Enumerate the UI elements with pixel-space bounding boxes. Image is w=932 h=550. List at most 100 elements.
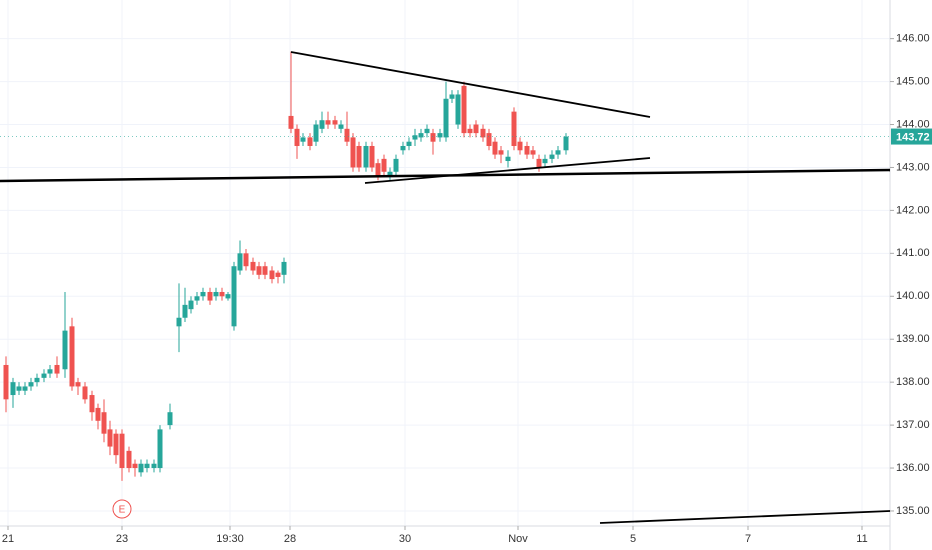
candle-body (375, 163, 381, 177)
candle-body (243, 253, 249, 267)
candle (430, 128, 436, 155)
candle-body (200, 291, 206, 297)
candle (194, 291, 200, 305)
candle-body (524, 145, 530, 155)
candle-body (455, 94, 461, 125)
candle-body (3, 364, 9, 400)
candle-body (82, 386, 88, 400)
candle (300, 133, 306, 146)
candle-body (126, 450, 132, 469)
candle (307, 133, 313, 151)
candle (524, 141, 530, 159)
last-price-box (891, 128, 932, 145)
candle-body (473, 124, 479, 134)
candle-body (89, 395, 95, 413)
candle-body (319, 120, 325, 129)
candle (288, 51, 294, 134)
candle (16, 382, 22, 396)
candle (126, 446, 132, 473)
candle (443, 81, 449, 142)
candle (113, 429, 119, 464)
candle (486, 128, 492, 151)
candle-layer (3, 51, 569, 481)
candle (319, 111, 325, 134)
candle (213, 287, 219, 301)
x-tick-label: 7 (745, 533, 751, 545)
candle (363, 141, 369, 172)
candle-body (16, 386, 22, 391)
drawings (0, 51, 891, 524)
candle-body (325, 120, 331, 125)
y-tick-label: 137.00 (896, 419, 930, 431)
candle (269, 266, 275, 284)
candle-body (113, 433, 119, 456)
candle-body (424, 128, 430, 134)
candle-body (400, 145, 406, 151)
candle-body (332, 120, 338, 125)
candle (256, 261, 262, 280)
candle (107, 420, 113, 456)
candle-body (437, 133, 443, 138)
candle-body (307, 137, 313, 146)
x-tick-label: 23 (116, 533, 128, 545)
candle (387, 167, 393, 181)
candle (530, 145, 536, 159)
candle (3, 356, 9, 413)
candle-body (338, 124, 344, 129)
candle-body (486, 133, 492, 146)
candle (207, 287, 213, 305)
x-tick-label: 19:30 (216, 533, 244, 545)
y-tick-label: 146.00 (896, 33, 930, 45)
candle-body (62, 330, 68, 370)
x-tick-label: 30 (399, 533, 411, 545)
candle-body (157, 429, 163, 469)
candle (381, 154, 387, 177)
candle-body (182, 304, 188, 318)
candle-body (313, 124, 319, 142)
earnings-marker[interactable] (112, 499, 132, 519)
candle (549, 150, 555, 164)
candle-body (250, 261, 256, 271)
candle-body (22, 386, 28, 391)
candle (492, 137, 498, 159)
y-tick-label: 140.00 (896, 290, 930, 302)
candle-body (34, 377, 40, 383)
candle (517, 137, 523, 155)
x-tick-label: 11 (856, 533, 867, 545)
y-tick-label: 141.00 (896, 247, 930, 259)
candle-body (461, 85, 467, 134)
candle-body (443, 98, 449, 138)
candle-body (207, 291, 213, 301)
candle-body (363, 145, 369, 168)
candle-body (369, 145, 375, 168)
x-tick-label: 21 (2, 533, 14, 545)
candle-body (381, 158, 387, 172)
candle (151, 459, 157, 473)
candle (406, 137, 412, 151)
candle (101, 399, 107, 443)
candle-body (188, 300, 194, 310)
candle-body (350, 137, 356, 168)
candle (369, 141, 375, 172)
candle (542, 154, 548, 168)
candle (69, 317, 75, 391)
candle (332, 115, 338, 129)
candle-body (430, 133, 436, 142)
candle (41, 369, 47, 383)
candle-body (262, 266, 268, 275)
candle-body (480, 128, 486, 138)
x-tick-label: Nov (508, 533, 528, 545)
candle (412, 128, 418, 146)
candle (473, 120, 479, 138)
candle-body (449, 94, 455, 99)
candle (22, 382, 28, 396)
candle (455, 90, 461, 129)
candle-body (281, 261, 287, 275)
candle-body (119, 433, 125, 469)
candle (275, 270, 281, 284)
candle (225, 291, 231, 301)
candle (294, 124, 300, 159)
candle-body (530, 150, 536, 155)
candle-body (563, 136, 569, 151)
